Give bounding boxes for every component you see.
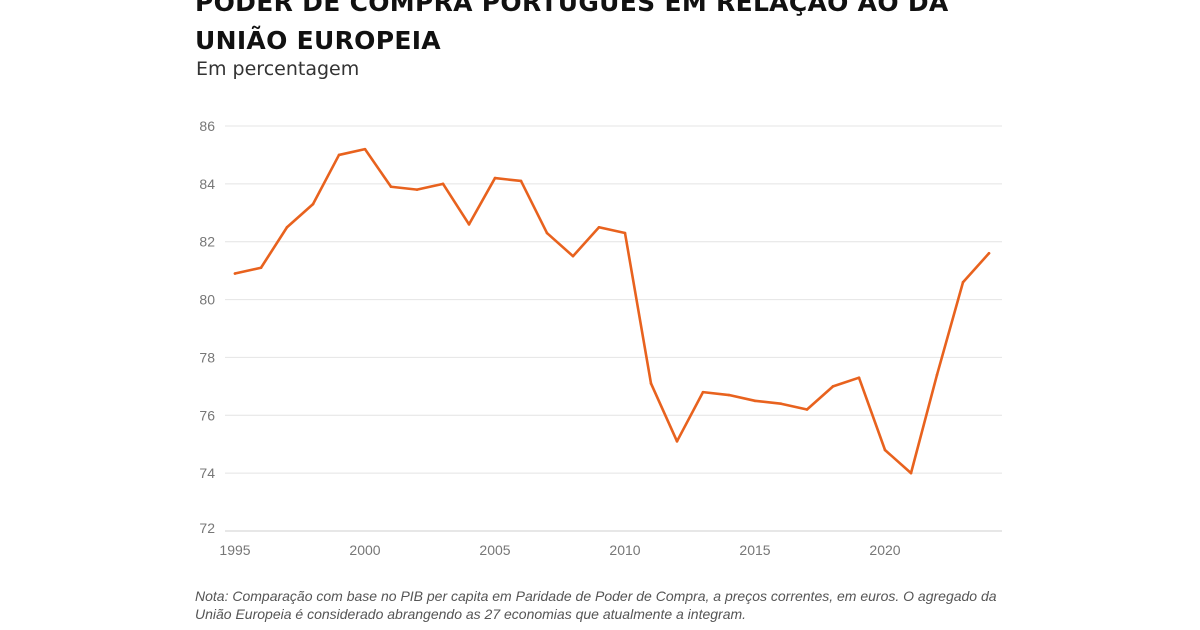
data-point <box>727 393 731 397</box>
x-tick-label: 1995 <box>219 542 250 558</box>
y-tick-label: 82 <box>199 234 215 250</box>
y-tick-label: 80 <box>199 292 215 308</box>
data-point <box>493 176 497 180</box>
y-tick-label: 86 <box>199 118 215 134</box>
data-point <box>337 153 341 157</box>
data-point <box>545 231 549 235</box>
data-point <box>883 448 887 452</box>
series-layer <box>233 147 991 475</box>
data-point <box>935 373 939 377</box>
data-point <box>285 225 289 229</box>
data-point <box>571 254 575 258</box>
data-point <box>649 382 653 385</box>
data-point <box>597 225 601 229</box>
series-line <box>233 147 991 475</box>
x-tick-label: 2000 <box>349 542 380 558</box>
data-point <box>805 408 809 411</box>
y-tick-label: 76 <box>199 407 215 423</box>
data-point <box>623 231 627 235</box>
y-tick-label: 78 <box>199 349 215 365</box>
chart-subtitle: Em percentagem <box>196 58 360 80</box>
chart-note: Nota: Comparação com base no PIB per cap… <box>195 588 997 622</box>
data-point <box>363 147 367 151</box>
data-point <box>467 223 471 226</box>
data-point <box>519 179 523 183</box>
data-point <box>857 376 861 379</box>
data-point <box>441 182 445 186</box>
x-tick-label: 2010 <box>609 542 640 558</box>
data-point <box>415 188 419 191</box>
y-axis-ticks: 72 74 76 78 80 82 84 86 <box>199 118 215 536</box>
data-point <box>909 471 913 475</box>
data-point <box>311 202 315 206</box>
data-point <box>831 385 835 388</box>
data-point <box>779 402 783 406</box>
data-point <box>233 272 237 275</box>
data-point <box>753 399 757 403</box>
x-tick-label: 2005 <box>479 542 510 558</box>
x-axis-ticks: 1995 2000 2005 2010 2015 2020 <box>219 542 900 558</box>
y-tick-label: 72 <box>199 520 215 536</box>
gridlines <box>225 125 1002 532</box>
data-point <box>389 185 393 189</box>
y-tick-label: 84 <box>199 176 215 192</box>
data-point <box>961 280 965 284</box>
data-point <box>675 440 679 443</box>
data-point <box>259 266 263 270</box>
x-tick-label: 2020 <box>869 542 900 558</box>
x-tick-label: 2015 <box>739 542 770 558</box>
data-point <box>987 251 991 255</box>
data-point <box>701 390 705 394</box>
chart-title: PODER DE COMPRA PORTUGUÊS EM RELAÇÃO AO … <box>195 0 949 55</box>
y-tick-label: 74 <box>199 465 215 481</box>
